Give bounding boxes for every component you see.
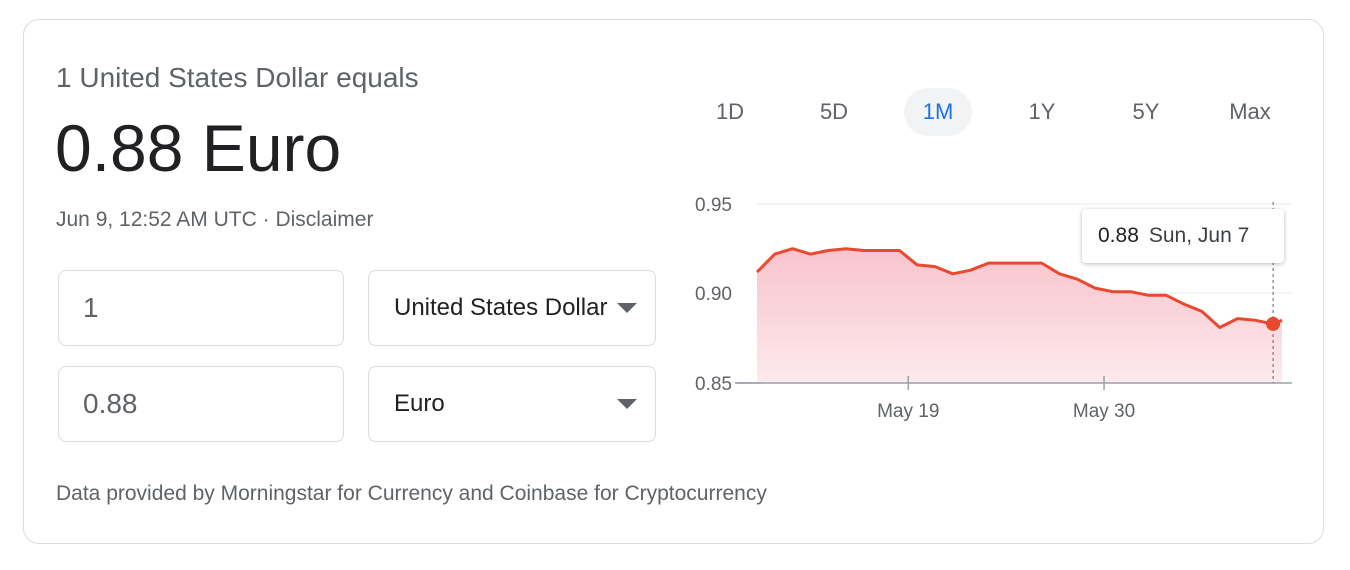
y-tick-label: 0.95: [695, 195, 732, 216]
tab-max[interactable]: Max: [1229, 99, 1271, 124]
area-fill: [757, 248, 1282, 383]
chevron-down-icon: [617, 399, 637, 409]
exchange-rate-chart: 0.95 0.90 0.85 May 19 May 30: [695, 195, 1292, 422]
timestamp-line: Jun 9, 12:52 AM UTC · Disclaimer: [56, 208, 373, 232]
to-amount-input[interactable]: [59, 367, 343, 441]
y-tick-label: 0.85: [695, 374, 732, 395]
series-line: [755, 247, 1283, 329]
from-amount-field[interactable]: [58, 270, 344, 346]
tab-1y[interactable]: 1Y: [1028, 99, 1056, 124]
tab-5d[interactable]: 5D: [819, 99, 849, 124]
conversion-subtitle: 1 United States Dollar equals: [56, 62, 419, 93]
tab-5y[interactable]: 5Y: [1132, 99, 1160, 124]
to-currency-value: Euro: [394, 390, 445, 417]
from-amount-input[interactable]: [59, 271, 343, 345]
chart-tooltip: 0.88 Sun, Jun 7: [1082, 209, 1284, 263]
conversion-result: 0.88 Euro: [55, 111, 342, 185]
chevron-down-icon: [617, 303, 637, 313]
hover-point: [1266, 316, 1281, 331]
disclaimer-link[interactable]: Disclaimer: [275, 208, 374, 231]
timestamp: Jun 9, 12:52 AM UTC ·: [56, 208, 276, 231]
to-amount-field[interactable]: [58, 366, 344, 442]
to-currency-select[interactable]: Euro: [368, 366, 656, 442]
data-source-note: Data provided by Morningstar for Currenc…: [56, 482, 767, 505]
tab-1m[interactable]: 1M: [904, 88, 972, 136]
from-currency-select[interactable]: United States Dollar: [368, 270, 656, 346]
y-tick-label: 0.90: [695, 284, 732, 305]
tooltip-date: Sun, Jun 7: [1148, 224, 1250, 247]
tooltip-value: 0.88: [1098, 224, 1139, 247]
from-currency-value: United States Dollar: [394, 294, 608, 321]
time-range-tabs: 1D 5D 1M 1Y 5Y Max: [680, 88, 1300, 136]
x-tick-label: May 30: [1073, 401, 1135, 422]
x-tick-label: May 19: [877, 401, 939, 422]
tab-1d[interactable]: 1D: [715, 99, 745, 124]
